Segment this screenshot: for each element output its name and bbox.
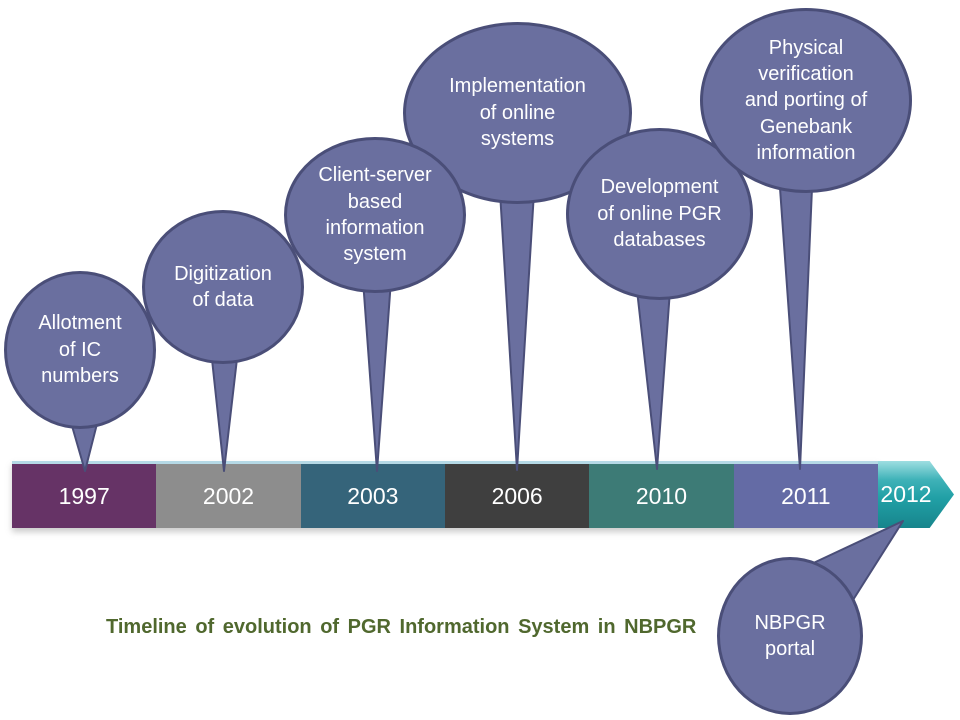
callout-text: Client-server based information system xyxy=(318,164,432,266)
callout-text: Development of online PGR databases xyxy=(597,176,722,252)
callout-text: Allotment of IC numbers xyxy=(38,312,122,388)
callout-2012-nbpgr-portal: NBPGR portal xyxy=(717,557,863,715)
callout-1997-allotment: Allotment of IC numbers xyxy=(4,271,156,429)
timeline-segment-2010: 2010 xyxy=(589,464,734,528)
callout-tail-2011 xyxy=(779,187,813,470)
timeline-segment-2006: 2006 xyxy=(444,464,590,528)
callout-tail-2010 xyxy=(636,289,671,470)
timeline-segment-2003: 2003 xyxy=(300,464,445,528)
callout-text: Implementation of online systems xyxy=(449,75,586,151)
callout-tail-2002 xyxy=(210,349,239,472)
callout-text: NBPGR portal xyxy=(754,611,826,660)
callout-2002-digitization: Digitization of data xyxy=(142,210,304,364)
callout-tail-2003 xyxy=(362,279,392,472)
timeline-arrow-2012: 2012 xyxy=(878,461,954,528)
callout-tail-2006 xyxy=(499,191,535,471)
timeline-segment-2011: 2011 xyxy=(733,464,878,528)
callout-text: Physical verification and porting of Gen… xyxy=(744,36,868,165)
callout-text: Digitization of data xyxy=(174,262,272,311)
timeline-bar: 1997 2002 2003 2006 2010 2011 xyxy=(12,461,878,528)
slide-caption: Timeline of evolution of PGR Information… xyxy=(106,616,697,638)
callout-2003-client-server: Client-server based information system xyxy=(284,137,466,293)
timeline-segment-1997: 1997 xyxy=(12,464,157,528)
timeline-segment-2002: 2002 xyxy=(156,464,301,528)
callout-2011-verification: Physical verification and porting of Gen… xyxy=(700,8,912,193)
